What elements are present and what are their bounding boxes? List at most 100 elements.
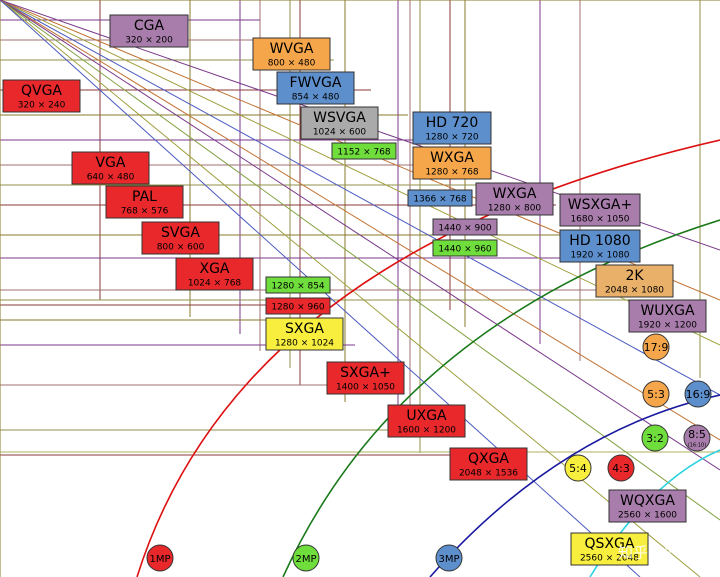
ratio-label: 3:2 xyxy=(646,432,664,445)
standard-resolution: 1280 × 854 xyxy=(271,282,325,292)
megapixel-label: 1MP xyxy=(149,554,170,565)
standard-box xyxy=(2,79,81,113)
standard-name: FWVGA xyxy=(290,75,342,91)
standard-box xyxy=(276,71,355,105)
standards: CGA 320 × 200 WVGA 800 × 480 QVGA 320 × 240 FW… xyxy=(2,14,707,566)
standard-box xyxy=(265,297,331,315)
standard-resolution: 1024 × 768 xyxy=(188,279,242,289)
standard-box xyxy=(475,182,554,216)
standard-resolution: 1600 × 1200 xyxy=(397,426,456,436)
standard-resolution: 2560 × 2048 xyxy=(580,554,639,564)
ratio-label: 5:4 xyxy=(569,462,587,475)
standard-resolution: 1440 × 900 xyxy=(438,224,492,234)
ratio-circle xyxy=(684,380,712,408)
standard-box xyxy=(265,276,331,294)
standard-box xyxy=(141,221,220,255)
ratio-label: 8:5 xyxy=(688,428,706,441)
standard-name: XGA xyxy=(199,261,229,277)
standard-name: WSVGA xyxy=(313,110,366,126)
standard-resolution: 800 × 480 xyxy=(268,59,316,69)
standard-box xyxy=(252,37,331,71)
standard-box xyxy=(628,299,707,333)
ratio-markers: 17:9 5:3 16:9 3:2 8:5 (16:10) 5:4 4:3 1MP 2MP 3MP xyxy=(146,333,712,572)
standard-box xyxy=(407,189,473,207)
standard-box xyxy=(71,151,150,185)
standard-name: QXGA xyxy=(468,451,509,467)
standard-name: WUXGA xyxy=(640,303,695,319)
diagonal xyxy=(0,0,720,441)
standard-name: SXGA xyxy=(285,321,324,337)
standard-name: 2K xyxy=(625,268,644,284)
standard-resolution: 1280 × 960 xyxy=(271,303,325,313)
standard-box xyxy=(105,185,184,219)
standard-box xyxy=(109,14,189,48)
megapixel-label: 2MP xyxy=(295,554,316,565)
standard-resolution: 2048 × 1080 xyxy=(605,286,664,296)
standard-name: PAL xyxy=(132,189,157,205)
ratio-circle xyxy=(642,333,670,361)
standard-box xyxy=(175,257,254,291)
standard-resolution: 2048 × 1536 xyxy=(459,469,518,479)
standard-name: WSXGA+ xyxy=(568,197,632,213)
standard-name: SXGA+ xyxy=(340,365,391,381)
standard-resolution: 768 × 576 xyxy=(121,207,169,217)
standard-resolution: 1280 × 1024 xyxy=(275,339,334,349)
standard-name: UXGA xyxy=(406,408,447,424)
standard-box xyxy=(300,106,379,140)
standard-box xyxy=(595,264,674,298)
standard-resolution: 640 × 480 xyxy=(87,173,135,183)
standard-name: HD 720 xyxy=(426,115,478,131)
ratio-note: (16:10) xyxy=(688,443,706,449)
ratio-circle xyxy=(564,454,592,482)
standard-resolution: 1366 × 768 xyxy=(413,195,467,205)
ratio-circle xyxy=(683,424,711,452)
standard-name: VGA xyxy=(95,155,125,171)
diagonal xyxy=(0,0,720,471)
ratio-circle xyxy=(641,424,669,452)
standard-name: WXGA xyxy=(493,186,537,202)
standard-resolution: 1920 × 1200 xyxy=(638,321,697,331)
megapixel-circle xyxy=(292,544,320,572)
standard-box xyxy=(570,532,649,566)
megapixel-circle xyxy=(146,544,174,572)
standard-box xyxy=(331,142,397,160)
ratio-circle xyxy=(607,454,635,482)
diagonal xyxy=(0,0,701,577)
arc-1mp xyxy=(136,139,720,577)
standard-box xyxy=(449,447,528,481)
ratio-label: 16:9 xyxy=(686,388,711,401)
standard-name: QSXGA xyxy=(585,536,635,552)
standard-name: CGA xyxy=(134,18,165,34)
standard-resolution: 854 × 480 xyxy=(292,93,340,103)
standard-name: HD 1080 xyxy=(569,233,630,249)
standard-box xyxy=(432,218,498,236)
standard-resolution: 1280 × 720 xyxy=(425,133,479,143)
standard-resolution: 1920 × 1080 xyxy=(570,251,629,261)
standard-box xyxy=(265,317,344,351)
standard-resolution: 1280 × 768 xyxy=(425,168,479,178)
standard-box xyxy=(559,229,641,263)
diagonal xyxy=(0,0,720,521)
megapixel-circle xyxy=(435,544,463,572)
standard-resolution: 320 × 200 xyxy=(125,36,173,46)
watermark: 知乎用户 xyxy=(618,544,678,562)
standard-box xyxy=(412,146,492,180)
standard-name: WXGA xyxy=(430,150,474,166)
standard-box xyxy=(559,193,641,227)
ratio-label: 5:3 xyxy=(647,388,665,401)
standard-resolution: 1280 × 800 xyxy=(488,204,542,214)
standard-resolution: 800 × 600 xyxy=(157,243,205,253)
megapixel-label: 3MP xyxy=(438,554,459,565)
ratio-label: 4:3 xyxy=(612,462,630,475)
standard-box xyxy=(432,239,498,257)
standard-resolution: 2560 × 1600 xyxy=(618,511,677,521)
standard-resolution: 1024 × 600 xyxy=(313,128,367,138)
standard-name: WQXGA xyxy=(620,493,675,509)
standard-name: WVGA xyxy=(270,41,314,57)
arc-3mp xyxy=(429,394,720,577)
standard-name: SVGA xyxy=(161,225,200,241)
standard-resolution: 320 × 240 xyxy=(18,101,66,111)
standard-resolution: 1680 × 1050 xyxy=(570,215,629,225)
standard-box xyxy=(387,404,466,438)
